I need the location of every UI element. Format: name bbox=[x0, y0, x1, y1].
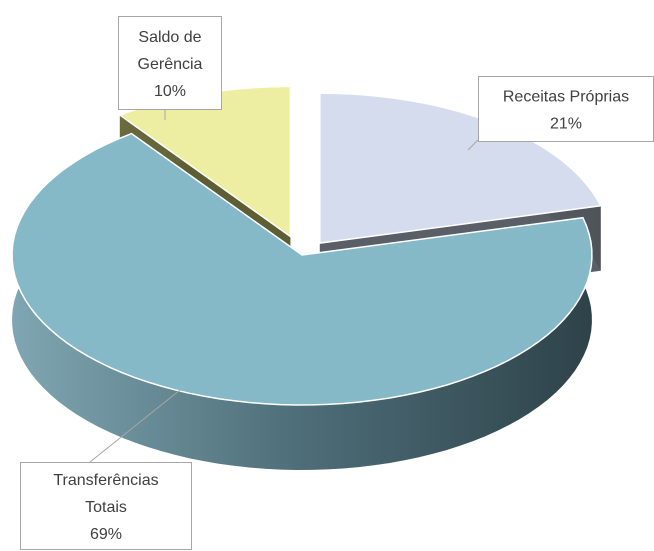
data-label-value: 69% bbox=[90, 526, 122, 543]
slice bbox=[11, 132, 593, 470]
leader-line bbox=[89, 389, 181, 463]
slice-side bbox=[12, 133, 592, 470]
label-box bbox=[478, 76, 654, 142]
leader-line bbox=[467, 139, 479, 151]
slice-top bbox=[11, 132, 593, 406]
data-label-value: 21% bbox=[550, 116, 582, 133]
label-box bbox=[118, 16, 222, 110]
data-label-name: Saldo de Gerência bbox=[138, 29, 203, 73]
data-label-name: Transferências Totais bbox=[53, 472, 158, 516]
label-box bbox=[20, 462, 192, 550]
data-label-value: 10% bbox=[154, 83, 186, 100]
data-label-name: Receitas Próprias bbox=[503, 89, 629, 106]
